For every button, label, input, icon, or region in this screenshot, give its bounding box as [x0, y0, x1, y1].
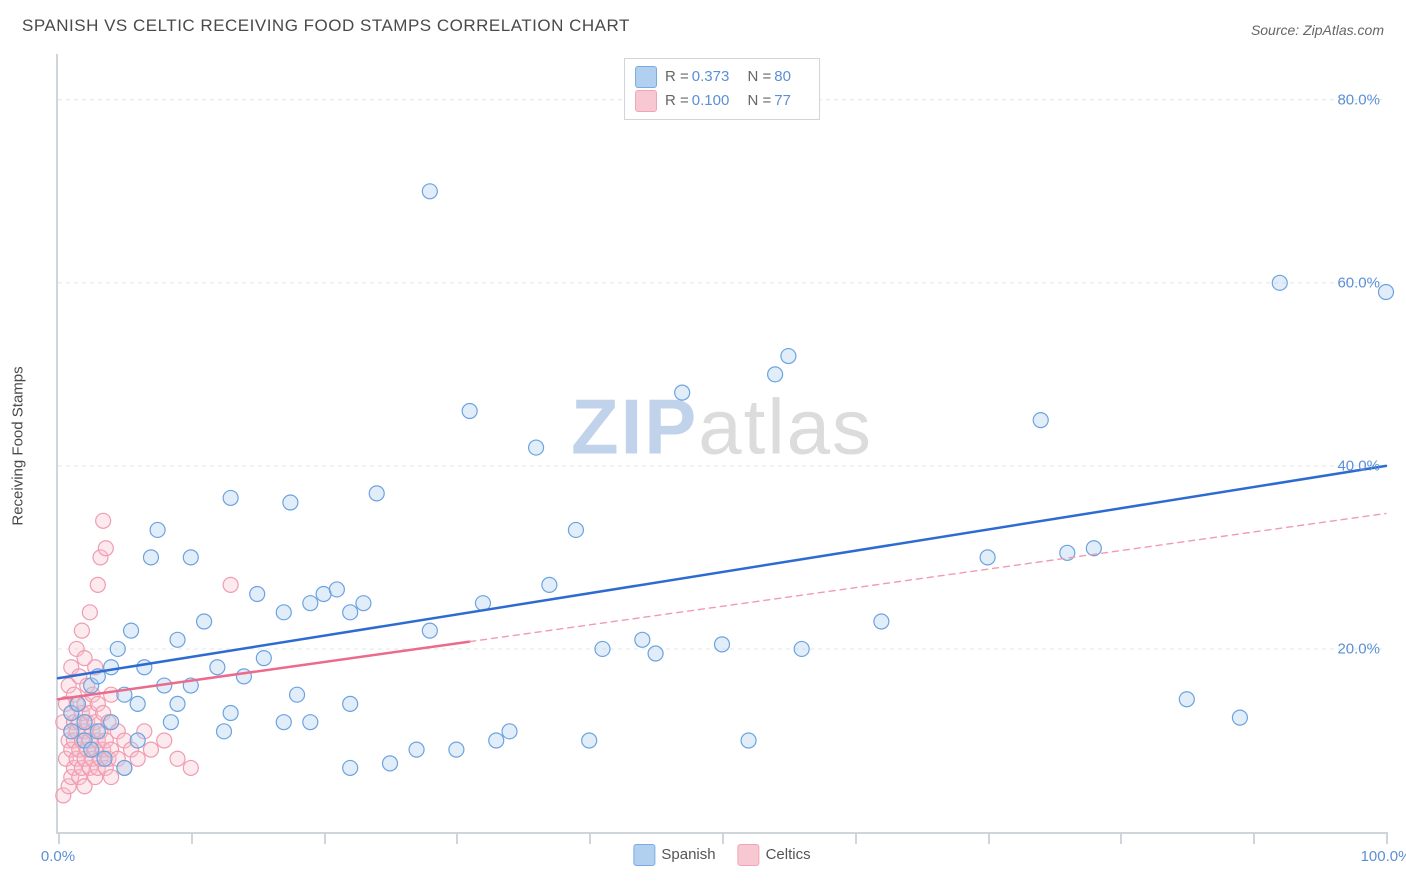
source-label: Source:: [1251, 22, 1299, 38]
source-name: ZipAtlas.com: [1303, 22, 1384, 38]
x-tick: [988, 832, 990, 844]
x-tick: [456, 832, 458, 844]
x-tick: [1386, 832, 1388, 844]
legend-label-celtics: Celtics: [766, 846, 811, 863]
legend-swatch-spanish: [635, 66, 657, 88]
gridlines: [58, 100, 1386, 649]
x-tick: [722, 832, 724, 844]
y-axis-label: Receiving Food Stamps: [10, 366, 27, 525]
x-tick: [324, 832, 326, 844]
scatter-svg: [58, 54, 1386, 832]
y-tick-label: 40.0%: [1337, 457, 1380, 474]
legend-row-celtics: R =0.100 N =77: [635, 89, 805, 113]
n-key: N =: [748, 68, 772, 85]
x-tick: [855, 832, 857, 844]
legend-label-spanish: Spanish: [661, 846, 715, 863]
r-val: 0.100: [689, 92, 744, 109]
x-tick-label: 100.0%: [1361, 848, 1406, 865]
legend-correlation: R =0.373 N =80 R =0.100 N =77: [624, 58, 820, 120]
r-key: R =: [665, 92, 689, 109]
x-tick-label: 0.0%: [41, 848, 75, 865]
legend-item-spanish: Spanish: [633, 844, 715, 866]
x-tick: [58, 832, 60, 844]
n-val: 80: [771, 68, 805, 85]
plot-area: ZIPatlas R =0.373 N =80 R =0.100 N =77 2…: [56, 54, 1386, 834]
source-attribution: Source: ZipAtlas.com: [1251, 22, 1384, 38]
points-spanish: [64, 184, 1394, 776]
legend-swatch-celtics: [738, 844, 760, 866]
legend-series: Spanish Celtics: [633, 844, 810, 866]
x-tick: [589, 832, 591, 844]
chart-title: SPANISH VS CELTIC RECEIVING FOOD STAMPS …: [22, 16, 630, 36]
y-tick-label: 20.0%: [1337, 640, 1380, 657]
legend-text-spanish: R =0.373 N =80: [665, 65, 805, 89]
r-key: R =: [665, 68, 689, 85]
y-tick-label: 60.0%: [1337, 274, 1380, 291]
n-key: N =: [748, 92, 772, 109]
trend-lines: [58, 466, 1386, 699]
legend-row-spanish: R =0.373 N =80: [635, 65, 805, 89]
y-tick-label: 80.0%: [1337, 91, 1380, 108]
legend-swatch-spanish: [633, 844, 655, 866]
x-tick: [191, 832, 193, 844]
x-tick: [1120, 832, 1122, 844]
n-val: 77: [771, 92, 805, 109]
r-val: 0.373: [689, 68, 744, 85]
legend-text-celtics: R =0.100 N =77: [665, 89, 805, 113]
legend-item-celtics: Celtics: [738, 844, 811, 866]
legend-swatch-celtics: [635, 90, 657, 112]
x-tick: [1253, 832, 1255, 844]
